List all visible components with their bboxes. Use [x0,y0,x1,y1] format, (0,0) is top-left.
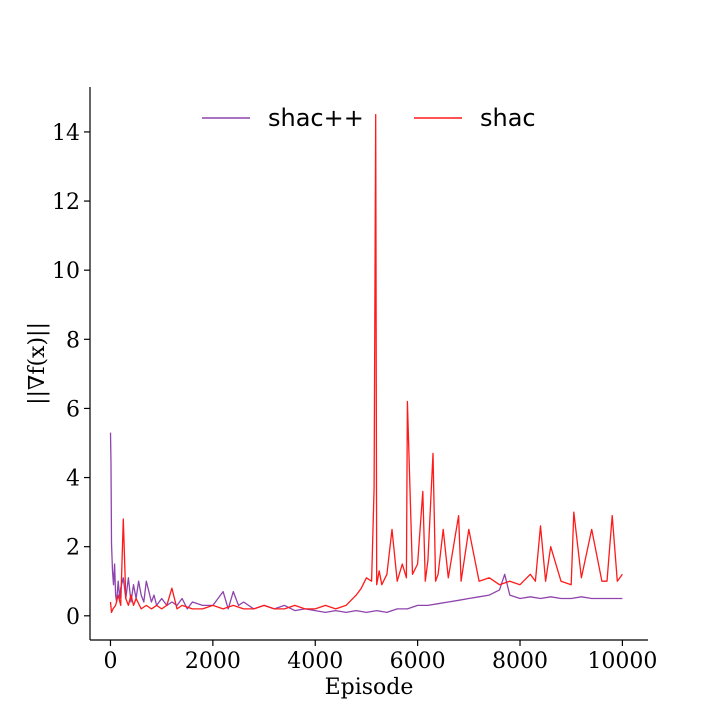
series-line-shac [109,113,623,614]
y-tick-label: 0 [66,605,80,630]
legend-label: shac++ [268,104,364,132]
series-line-shac-- [109,432,623,614]
legend: shac++ shac [202,104,536,132]
y-tick-label: 8 [66,328,80,353]
x-ticks: 0 2000 4000 6000 8000 10000 [103,640,657,674]
y-tick-label: 12 [52,190,80,215]
x-tick-label: 8000 [492,649,548,674]
y-tick-label: 6 [66,397,80,422]
y-tick-label: 14 [52,121,80,146]
x-axis-label: Episode [325,675,414,700]
x-tick-label: 0 [103,649,117,674]
y-tick-label: 10 [52,259,80,284]
x-tick-label: 6000 [390,649,446,674]
y-axis-label: ||∇f(x)|| [25,322,50,405]
y-tick-label: 4 [66,467,80,492]
legend-label: shac [480,104,536,132]
y-ticks: 0 2 4 6 8 10 12 14 [52,121,90,630]
y-tick-label: 2 [66,536,80,561]
x-tick-label: 4000 [287,649,343,674]
series-layer [109,113,623,614]
x-tick-label: 10000 [587,649,657,674]
x-tick-label: 2000 [185,649,241,674]
